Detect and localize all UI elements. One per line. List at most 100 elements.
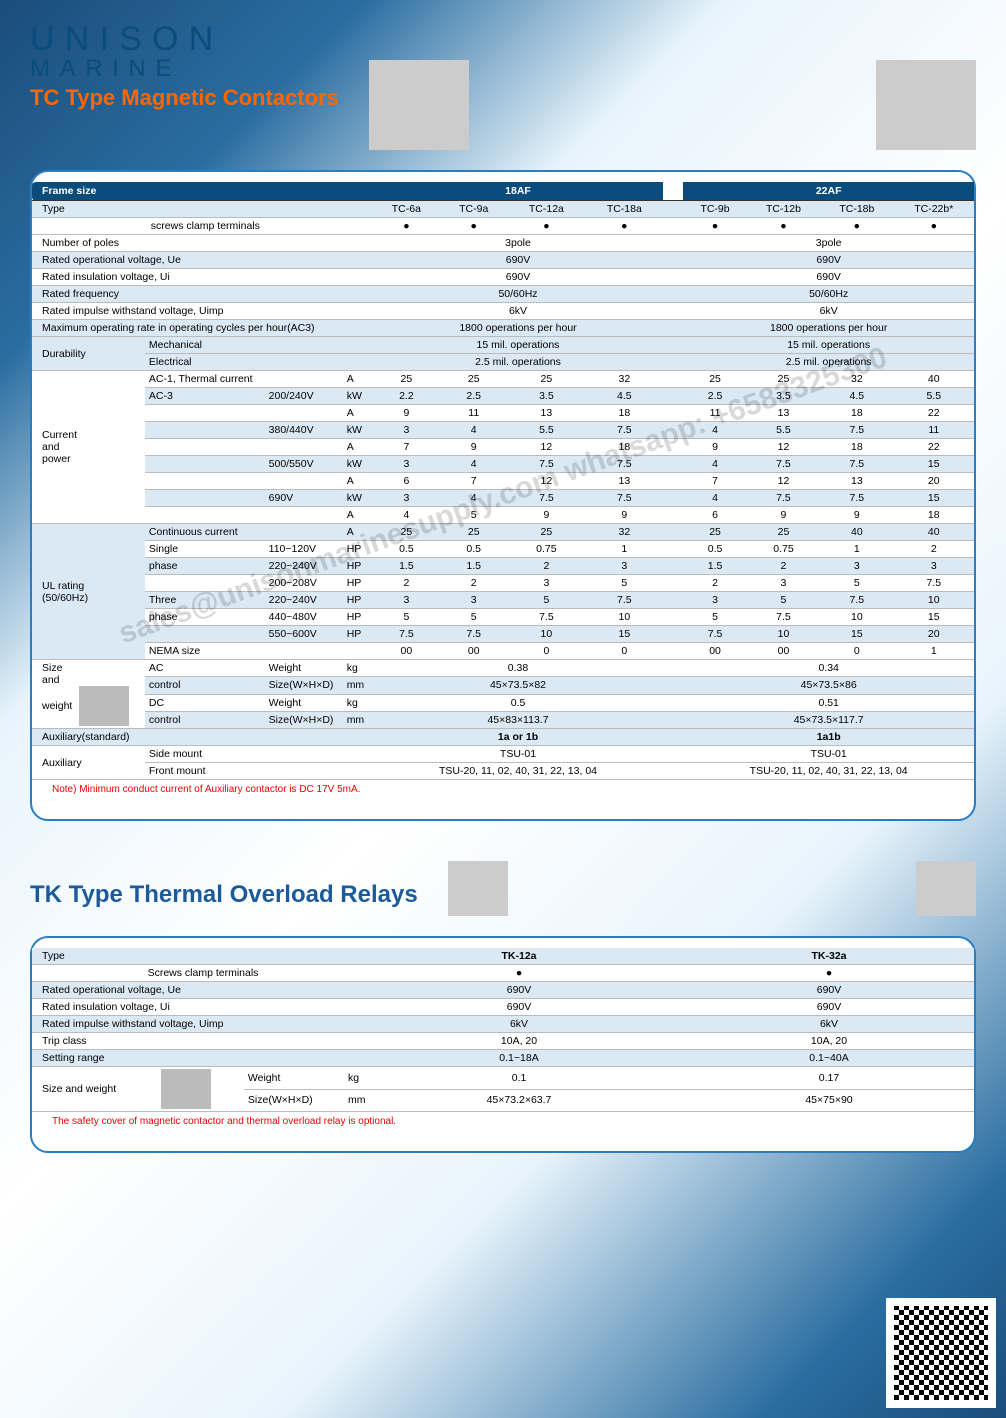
durability-label: Durability: [32, 337, 145, 371]
tk-val: 0.1~18A: [374, 1050, 664, 1067]
spec-val: 6kV: [373, 303, 664, 320]
ul-val: 10: [894, 592, 974, 609]
cp-sub1: [145, 405, 265, 422]
cp-val: 7.5: [820, 490, 893, 507]
tk-row-label: Trip class: [32, 1033, 374, 1050]
type-col: TC-22b*: [894, 201, 974, 218]
spec-val: 1800 operations per hour: [683, 320, 974, 337]
cp-val: 12: [507, 473, 585, 490]
ul-val: 5: [683, 609, 746, 626]
dot: [585, 218, 663, 235]
cp-val: 13: [820, 473, 893, 490]
ul-sub1: NEMA size: [145, 643, 265, 660]
size-sub1: control: [145, 677, 265, 694]
ul-val: 2: [747, 558, 820, 575]
ul-val: 2: [507, 558, 585, 575]
tk-row-label: Setting range: [32, 1050, 374, 1067]
ul-val: 1.5: [440, 558, 507, 575]
cp-val: 3: [373, 422, 440, 439]
ul-val: 40: [820, 524, 893, 541]
contactor-image-1: [369, 60, 469, 150]
cp-val: 4.5: [820, 388, 893, 405]
cp-val: 7: [683, 473, 746, 490]
spec-row-label: Rated impulse withstand voltage, Uimp: [32, 303, 373, 320]
tk-val: 10A, 20: [684, 1033, 974, 1050]
spec-row-label: Rated insulation voltage, Ui: [32, 269, 373, 286]
cp-sub2: [265, 473, 343, 490]
header-row: UNISON MARINE TC Type Magnetic Contactor…: [30, 20, 976, 150]
spec-val: 6kV: [683, 303, 974, 320]
cp-val: 18: [820, 405, 893, 422]
relay-image-2: [916, 861, 976, 916]
size-unit: kg: [343, 694, 373, 711]
ul-val: 3: [373, 592, 440, 609]
tk-val: 690V: [684, 999, 974, 1016]
ul-val: 15: [894, 609, 974, 626]
ul-val: 25: [507, 524, 585, 541]
spec-val: 3pole: [373, 235, 664, 252]
cp-unit: A: [343, 405, 373, 422]
cp-val: 22: [894, 439, 974, 456]
ul-unit: HP: [343, 541, 373, 558]
relay-image-1: [448, 861, 508, 916]
size-val: 0.34: [683, 660, 974, 677]
cp-val: 25: [507, 371, 585, 388]
cp-val: 13: [507, 405, 585, 422]
cp-val: 5.5: [894, 388, 974, 405]
spec-row-label: Rated operational voltage, Ue: [32, 252, 373, 269]
size-sub2: Size(W×H×D): [265, 677, 343, 694]
tk-row-label: Rated impulse withstand voltage, Uimp: [32, 1016, 374, 1033]
aux-side-v: TSU-01: [373, 746, 664, 763]
cp-val: 9: [747, 507, 820, 524]
dot: [747, 218, 820, 235]
ul-val: 3: [440, 592, 507, 609]
contactor-image-2: [876, 60, 976, 150]
type-col: TC-18a: [585, 201, 663, 218]
ul-val: 3: [747, 575, 820, 592]
dimension-image: [161, 1069, 211, 1109]
cp-val: 7.5: [507, 490, 585, 507]
ul-val: 7.5: [373, 626, 440, 643]
cp-val: 2.5: [683, 388, 746, 405]
ul-sub1: phase: [145, 609, 265, 626]
aux-front-l: Front mount: [145, 763, 373, 780]
cp-val: 25: [373, 371, 440, 388]
ul-val: 5: [507, 592, 585, 609]
tk-val: 10A, 20: [374, 1033, 664, 1050]
size-sub2: Size(W×H×D): [265, 711, 343, 728]
cp-sub2: [265, 507, 343, 524]
ul-label: UL rating(50/60Hz): [32, 524, 145, 660]
spec-row-label: Maximum operating rate in operating cycl…: [32, 320, 373, 337]
aux-side-v2: TSU-01: [683, 746, 974, 763]
cp-sub2: 380/440V: [265, 422, 343, 439]
cp-val: 25: [440, 371, 507, 388]
ul-val: 15: [820, 626, 893, 643]
ul-val: 00: [747, 643, 820, 660]
dot: [684, 965, 974, 982]
cp-val: 25: [683, 371, 746, 388]
ul-val: 5: [440, 609, 507, 626]
ul-val: 5: [820, 575, 893, 592]
cp-val: 12: [747, 473, 820, 490]
cp-sub2: [265, 371, 343, 388]
spec-val: 50/60Hz: [373, 286, 664, 303]
ul-val: 0.5: [440, 541, 507, 558]
ul-val: 0.5: [683, 541, 746, 558]
cp-val: 5.5: [507, 422, 585, 439]
ul-val: 0.75: [507, 541, 585, 558]
type-col: TC-18b: [820, 201, 893, 218]
section1-title: TC Type Magnetic Contactors: [30, 85, 339, 111]
cp-unit: kW: [343, 456, 373, 473]
cp-val: 4: [440, 456, 507, 473]
spec-row-label: Number of poles: [32, 235, 373, 252]
size-val: 0.38: [373, 660, 664, 677]
ul-unit: HP: [343, 626, 373, 643]
cp-val: 2.2: [373, 388, 440, 405]
cp-sub1: [145, 422, 265, 439]
size-val: 45×83×113.7: [373, 711, 664, 728]
dur-elec-v2: 2.5 mil. operations: [683, 354, 974, 371]
spec-val: 690V: [683, 269, 974, 286]
cp-val: 18: [585, 405, 663, 422]
relay-table-panel: Type TK-12a TK-32a Screws clamp terminal…: [30, 936, 976, 1153]
cp-val: 4: [440, 422, 507, 439]
